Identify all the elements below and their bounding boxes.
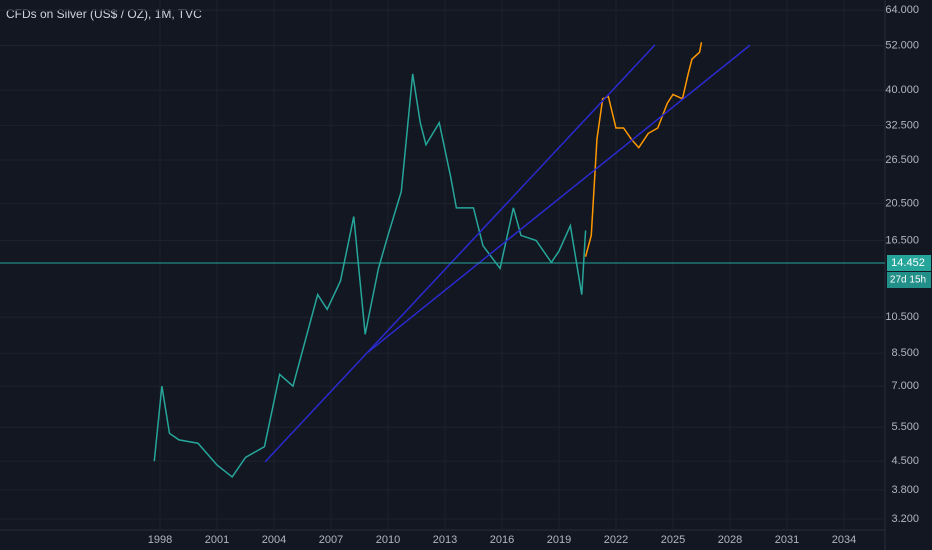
series-line	[153, 73, 587, 479]
countdown-box	[887, 272, 931, 289]
x-tick-label: 1998	[148, 534, 172, 546]
x-tick-label: 2031	[775, 534, 799, 546]
y-tick-label: 3.200	[891, 513, 919, 525]
y-tick-label: 64.000	[885, 4, 919, 16]
x-tick-label: 2025	[661, 534, 685, 546]
x-tick-label: 2019	[547, 534, 571, 546]
series-line	[264, 44, 656, 463]
x-tick-label: 2001	[205, 534, 229, 546]
y-tick-label: 5.500	[891, 421, 919, 433]
series-line	[367, 44, 751, 353]
y-tick-label: 3.800	[891, 484, 919, 496]
y-tick-label: 40.000	[885, 84, 919, 96]
x-tick-label: 2004	[262, 534, 286, 546]
x-tick-label: 2016	[490, 534, 514, 546]
y-tick-label: 16.500	[885, 234, 919, 246]
x-tick-label: 2013	[433, 534, 457, 546]
series-line	[584, 42, 703, 257]
y-tick-label: 8.500	[891, 347, 919, 359]
y-tick-label: 26.500	[885, 154, 919, 166]
y-tick-label: 7.000	[891, 380, 919, 392]
chart-title: CFDs on Silver (US$ / OZ), 1M, TVC	[6, 7, 202, 21]
countdown-label: 27d 15h	[890, 275, 926, 286]
price-label-box	[887, 255, 931, 272]
price-label: 14.452	[891, 257, 925, 269]
x-tick-label: 2022	[604, 534, 628, 546]
x-tick-label: 2010	[376, 534, 400, 546]
y-tick-label: 32.500	[885, 119, 919, 131]
y-tick-label: 20.500	[885, 198, 919, 210]
x-tick-label: 2028	[718, 534, 742, 546]
y-tick-label: 4.500	[891, 455, 919, 467]
y-tick-label: 52.000	[885, 39, 919, 51]
x-tick-label: 2007	[319, 534, 343, 546]
x-tick-label: 2034	[832, 534, 856, 546]
y-tick-label: 10.500	[885, 311, 919, 323]
